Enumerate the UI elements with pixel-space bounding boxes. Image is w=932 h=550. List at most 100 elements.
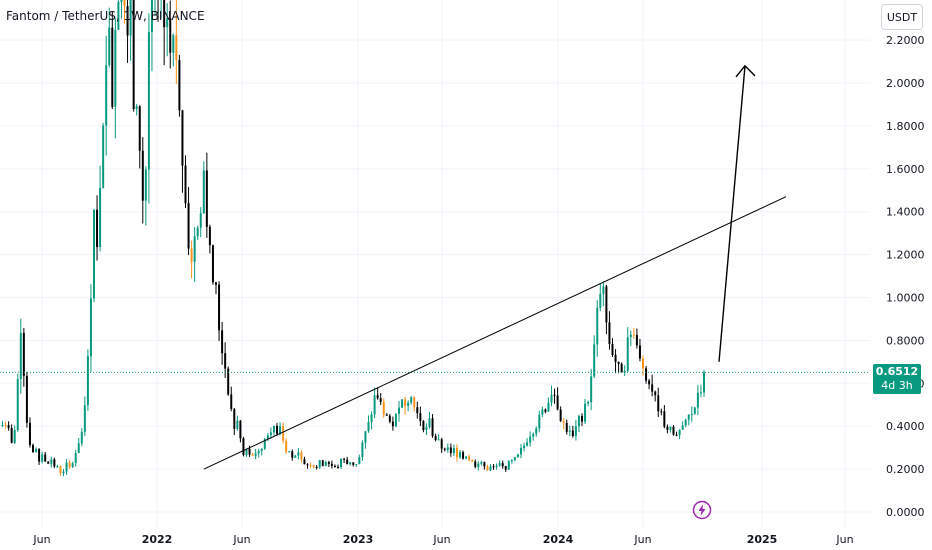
candle-body <box>446 447 449 450</box>
candle-body <box>495 465 498 467</box>
candle-body <box>163 0 166 28</box>
candle-body <box>330 463 333 466</box>
candle-body <box>388 415 391 422</box>
candle-body <box>108 27 111 66</box>
candle-body <box>233 409 236 429</box>
candle-body <box>129 0 132 36</box>
candle-body <box>437 439 440 441</box>
candle-body <box>693 407 696 414</box>
projection-arrow[interactable] <box>718 65 746 362</box>
candle-body <box>379 398 382 402</box>
candle-body <box>443 448 446 450</box>
candle-body <box>526 442 529 446</box>
candle-body <box>105 65 108 126</box>
candle-body <box>416 407 419 414</box>
candle-body <box>666 426 669 430</box>
candle-body <box>282 426 285 441</box>
candle-body <box>114 29 117 107</box>
candle-body <box>355 464 358 466</box>
x-tick-label: Jun <box>32 533 50 546</box>
candle-body <box>123 0 126 7</box>
candle-body <box>132 0 135 110</box>
candle-body <box>504 466 507 470</box>
candle-body <box>144 169 147 201</box>
candle-body <box>486 466 489 471</box>
candle-body <box>584 403 587 422</box>
candle-body <box>236 420 239 429</box>
candle-body <box>285 440 288 452</box>
candle-body <box>675 434 678 436</box>
candle-body <box>96 209 99 247</box>
candle-body <box>150 0 153 33</box>
candle-body <box>428 418 431 428</box>
candle-body <box>312 465 315 467</box>
candle-body <box>196 227 199 237</box>
candle-body <box>4 425 7 427</box>
candle-body <box>602 286 605 294</box>
candle-body <box>83 405 86 432</box>
candle-body <box>89 298 92 357</box>
candle-body <box>346 459 349 465</box>
candle-body <box>288 451 291 453</box>
candle-body <box>544 409 547 412</box>
candle-body <box>587 401 590 404</box>
candle-body <box>102 125 105 188</box>
candle-body <box>266 435 269 440</box>
candle-body <box>480 462 483 464</box>
candle-body <box>562 421 565 423</box>
candle-body <box>126 6 129 36</box>
lightning-icon[interactable] <box>692 500 712 520</box>
y-tick-label: 1.6000 <box>886 163 925 176</box>
candle-body <box>367 422 370 432</box>
candle-body <box>394 413 397 427</box>
candle-body <box>678 429 681 436</box>
candle-body <box>434 435 437 440</box>
candle-body <box>663 411 666 427</box>
price-axis[interactable]: 0.00000.20000.40000.60000.80001.00001.20… <box>886 34 925 519</box>
candle-body <box>230 394 233 410</box>
candle-body <box>626 337 629 371</box>
candle-body <box>38 449 41 462</box>
candle-body <box>321 460 324 466</box>
candle-body <box>385 414 388 416</box>
candle-body <box>672 426 675 435</box>
candle-body <box>513 457 516 461</box>
candle-body <box>291 451 294 458</box>
candle-body <box>370 414 373 423</box>
y-tick-label: 2.2000 <box>886 34 925 47</box>
candle-body <box>596 307 599 345</box>
candle-body <box>529 436 532 443</box>
y-tick-label: 0.2000 <box>886 463 925 476</box>
candle-body <box>294 455 297 458</box>
currency-button[interactable]: USDT <box>881 4 923 30</box>
last-price-value: 0.6512 <box>875 365 919 378</box>
candle-body <box>617 361 620 364</box>
candle-body <box>190 248 193 262</box>
candle-body <box>13 430 16 443</box>
candle-body <box>535 428 538 434</box>
candle-body <box>516 454 519 458</box>
candle-body <box>99 187 102 247</box>
candle-body <box>32 445 34 453</box>
candle-body <box>571 430 574 436</box>
candle-body <box>324 462 327 466</box>
x-tick-label: Jun <box>232 533 250 546</box>
candle-body <box>337 466 339 468</box>
time-axis[interactable]: Jun 2022 Jun 2023 Jun 2024 Jun 2025 Jun <box>32 533 853 546</box>
candle-body <box>306 464 309 466</box>
y-tick-label: 0.4000 <box>886 420 925 433</box>
candle-body <box>556 395 559 410</box>
candle-body <box>605 286 608 323</box>
candle-body <box>455 448 458 458</box>
candle-body <box>327 462 330 464</box>
trendline[interactable] <box>203 196 787 470</box>
candle-body <box>279 426 282 434</box>
candle-body <box>248 448 251 455</box>
x-tick-label: Jun <box>432 533 450 546</box>
candle-body <box>410 397 413 403</box>
candle-body <box>468 456 471 461</box>
candle-body <box>648 380 651 385</box>
projection-arrow-head <box>735 64 756 78</box>
candle-body <box>303 459 306 465</box>
